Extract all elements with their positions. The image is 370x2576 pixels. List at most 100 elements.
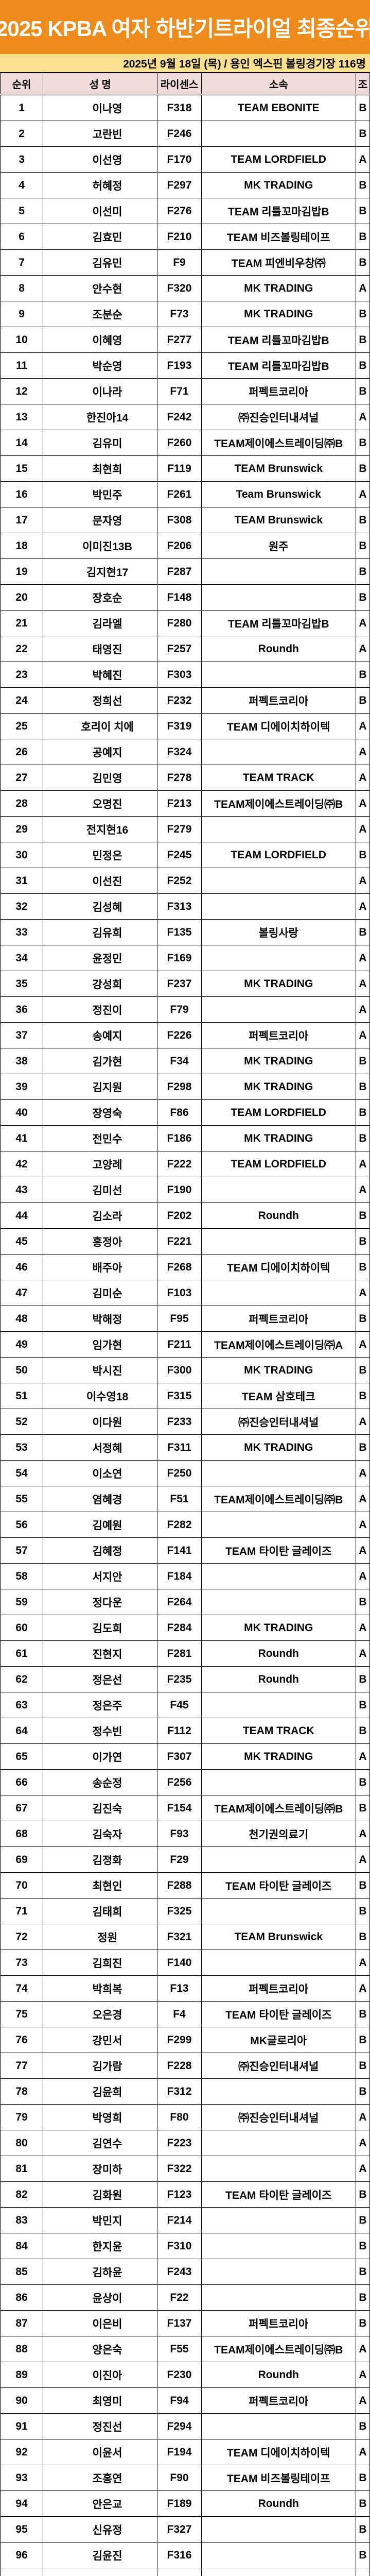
name-cell: 최현희 (57, 455, 158, 482)
license-cell: F276 (157, 198, 202, 224)
team-cell: 원주 (201, 533, 356, 559)
license-cell: F315 (157, 1383, 202, 1409)
row-marker (43, 816, 58, 842)
rank-cell: 64 (0, 1718, 44, 1744)
name-cell: 김성혜 (57, 893, 158, 920)
group-cell: A (355, 1950, 370, 1976)
rank-cell: 79 (0, 2104, 44, 2130)
table-row: 1 이나영 F318 TEAM EBONITE B (0, 94, 370, 121)
row-marker (43, 1615, 58, 1641)
team-cell (201, 584, 356, 611)
team-cell: 퍼펙트코리아 (201, 378, 356, 404)
team-cell: Team Brunswick (201, 481, 356, 507)
table-row: 52 이다원 F233 ㈜진승인터내셔널 A (0, 1409, 370, 1435)
name-cell: 송순정 (57, 1769, 158, 1795)
table-row: 49 임가현 F211 TEAM제이에스트레이딩㈜A A (0, 1331, 370, 1358)
rank-cell: 16 (0, 481, 44, 507)
row-marker (43, 1975, 58, 2002)
table-row: 68 김숙자 F93 천기권의료기 A (0, 1821, 370, 1847)
table-row: 55 염혜경 F51 TEAM제이에스트레이딩㈜B A (0, 1486, 370, 1512)
row-marker (43, 507, 58, 533)
table-row: 50 박시진 F300 MK TRADING B (0, 1357, 370, 1383)
row-marker (43, 2387, 58, 2414)
rank-cell: 2 (0, 121, 44, 147)
row-marker (43, 1898, 58, 1924)
table-row: 58 서지안 F184 A (0, 1563, 370, 1589)
team-cell (201, 945, 356, 971)
table-row: 30 민정은 F245 TEAM LORDFIELD B (0, 842, 370, 868)
group-cell: A (355, 945, 370, 971)
rank-cell: 7 (0, 249, 44, 276)
table-row: 61 진현지 F281 Roundh A (0, 1640, 370, 1667)
group-cell: A (355, 1280, 370, 1306)
name-cell: 정다운 (57, 1589, 158, 1615)
rank-cell: 63 (0, 1692, 44, 1718)
row-marker (43, 430, 58, 456)
row-marker (43, 1254, 58, 1280)
group-cell: B (355, 121, 370, 147)
group-cell: B (355, 662, 370, 688)
group-cell: A (355, 1331, 370, 1358)
team-cell: Roundh (201, 2490, 356, 2517)
team-cell (201, 1769, 356, 1795)
group-cell: B (355, 301, 370, 327)
license-cell: F211 (157, 1331, 202, 1358)
group-cell: B (355, 2413, 370, 2439)
table-row: 47 김미순 F103 A (0, 1280, 370, 1306)
rank-cell: 52 (0, 1409, 44, 1435)
name-cell: 신유정 (57, 2516, 158, 2543)
name-cell: 김하윤 (57, 2259, 158, 2285)
team-cell (201, 1846, 356, 1873)
row-marker (43, 2233, 58, 2259)
name-cell: 안수현 (57, 275, 158, 301)
group-cell: B (355, 1125, 370, 1151)
group-cell: B (355, 352, 370, 379)
name-cell: 정진이 (57, 996, 158, 1023)
team-cell: ㈜진승인터내셔널 (201, 2053, 356, 2079)
rank-cell: 78 (0, 2078, 44, 2105)
table-row: 36 정진이 F79 A (0, 996, 370, 1023)
rank-cell: 32 (0, 893, 44, 920)
team-cell: Roundh (201, 2362, 356, 2388)
license-cell: F202 (157, 1202, 202, 1229)
name-cell: 김소라 (57, 1202, 158, 1229)
row-marker (43, 1177, 58, 1203)
table-row: 35 강성희 F237 MK TRADING A (0, 971, 370, 997)
rank-cell: 77 (0, 2053, 44, 2079)
license-cell: F280 (157, 610, 202, 636)
rank-cell: 6 (0, 224, 44, 250)
team-cell: TEAM 디에이치하이텍 (201, 1254, 356, 1280)
col-header-group: 조 (355, 72, 370, 95)
team-cell (201, 1692, 356, 1718)
name-cell: 이진아 (57, 2362, 158, 2388)
name-cell: 김민영 (57, 765, 158, 791)
license-cell: F154 (157, 1795, 202, 1821)
team-cell: TEAM LORDFIELD (201, 1151, 356, 1177)
rank-cell: 88 (0, 2336, 44, 2362)
rank-cell: 84 (0, 2233, 44, 2259)
row-marker (43, 1666, 58, 1692)
license-cell: F252 (157, 868, 202, 894)
row-marker (43, 2078, 58, 2105)
table-row: 15 최현희 F119 TEAM Brunswick B (0, 455, 370, 482)
license-cell: F282 (157, 1512, 202, 1538)
license-cell: F299 (157, 2027, 202, 2053)
name-cell: 이미진13B (57, 533, 158, 559)
team-cell (201, 2284, 356, 2311)
license-cell: F73 (157, 301, 202, 327)
rank-cell: 51 (0, 1383, 44, 1409)
rank-cell: 82 (0, 2181, 44, 2208)
license-cell: F210 (157, 224, 202, 250)
row-marker (43, 1048, 58, 1074)
license-cell: F86 (157, 1099, 202, 1126)
table-row: 97 신미애 F100 A (0, 2568, 370, 2576)
license-cell: F184 (157, 1563, 202, 1589)
team-cell: TEAM 피엔비우창㈜ (201, 249, 356, 276)
license-cell: F297 (157, 172, 202, 198)
name-cell: 문자영 (57, 507, 158, 533)
team-cell: MK TRADING (201, 301, 356, 327)
table-row: 74 박희복 F13 퍼펙트코리아 A (0, 1975, 370, 2002)
name-cell: 정은주 (57, 1692, 158, 1718)
license-cell: F308 (157, 507, 202, 533)
team-cell: MK TRADING (201, 1048, 356, 1074)
